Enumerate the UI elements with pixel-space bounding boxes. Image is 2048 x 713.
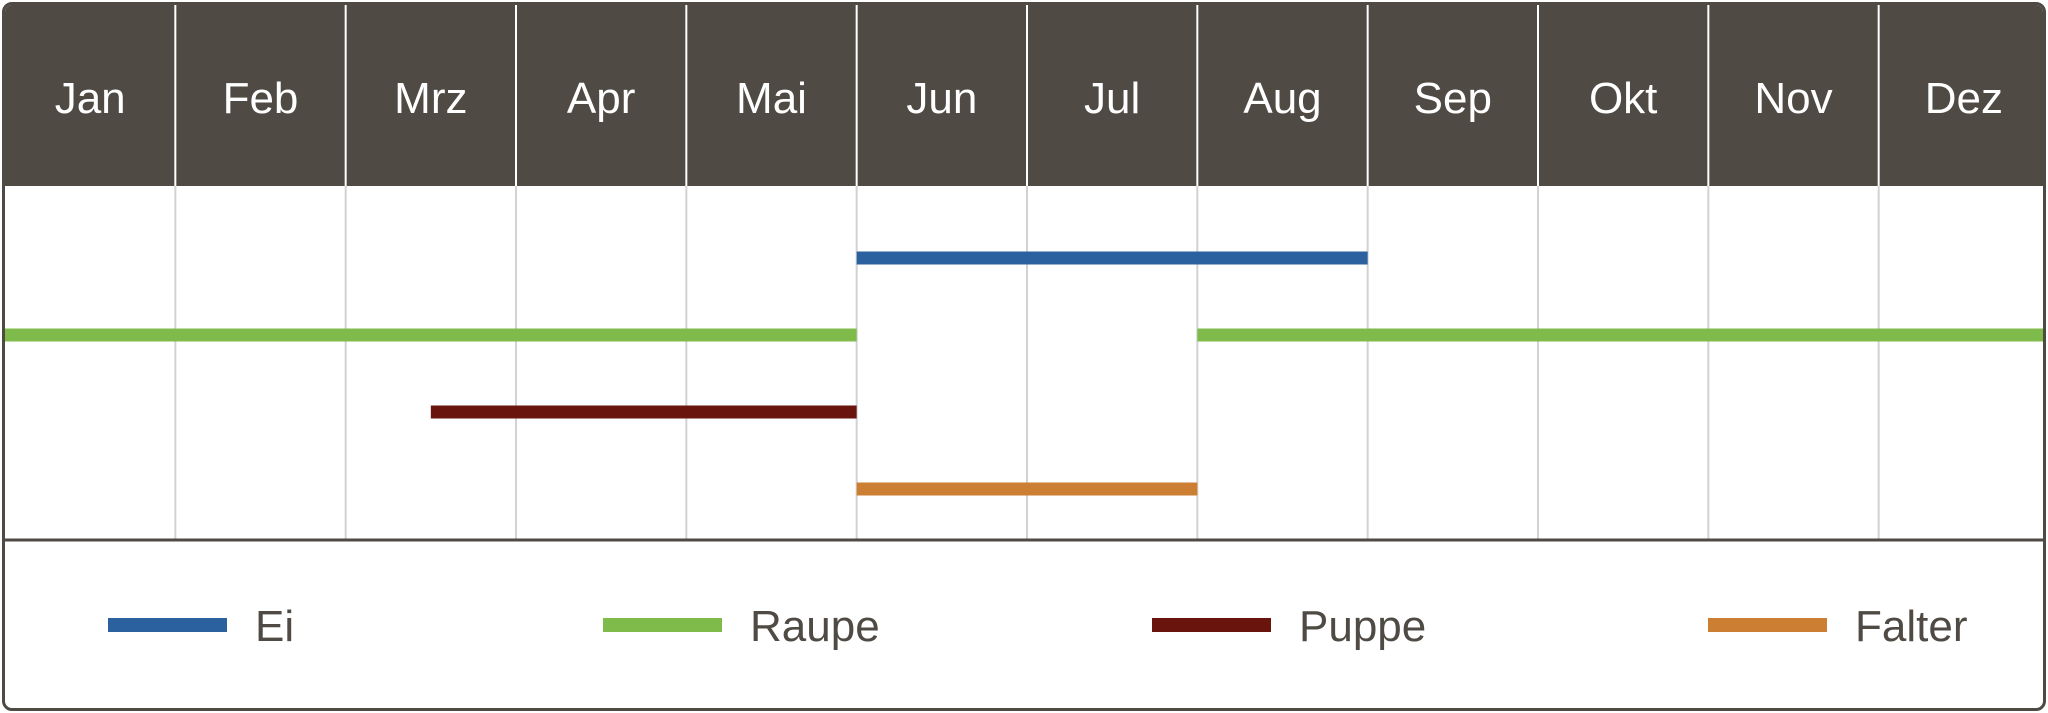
month-label-sep: Sep xyxy=(1414,74,1492,123)
legend-swatch-puppe xyxy=(1152,618,1271,632)
month-label-okt: Okt xyxy=(1589,74,1657,123)
month-label-nov: Nov xyxy=(1754,74,1832,123)
month-label-jul: Jul xyxy=(1084,74,1140,123)
legend-label-falter: Falter xyxy=(1855,602,1967,651)
legend: Ei Raupe Puppe Falter xyxy=(108,602,1967,651)
month-label-aug: Aug xyxy=(1243,74,1321,123)
legend-label-puppe: Puppe xyxy=(1299,602,1426,651)
bar-raupe xyxy=(1197,328,2043,342)
month-label-mai: Mai xyxy=(736,74,807,123)
month-label-apr: Apr xyxy=(567,74,635,123)
month-label-feb: Feb xyxy=(223,74,299,123)
lifecycle-chart: Jan Feb Mrz Apr Mai Jun Jul Aug Sep Okt Nov Dez Ei R… xyxy=(5,5,2043,651)
legend-swatch-falter xyxy=(1708,618,1827,632)
bar-puppe xyxy=(430,405,857,419)
month-label-jun: Jun xyxy=(906,74,977,123)
bar-raupe xyxy=(5,328,857,342)
month-label-dez: Dez xyxy=(1925,74,2003,123)
month-label-jan: Jan xyxy=(55,74,126,123)
legend-label-raupe: Raupe xyxy=(750,602,880,651)
month-label-mrz: Mrz xyxy=(394,74,467,123)
month-labels: Jan Feb Mrz Apr Mai Jun Jul Aug Sep Okt Nov Dez xyxy=(55,74,2003,123)
grid xyxy=(174,5,1880,540)
bars xyxy=(5,251,2043,496)
month-header-band xyxy=(5,5,2043,186)
bar-falter xyxy=(856,482,1198,496)
legend-swatch-ei xyxy=(108,618,227,632)
bar-ei xyxy=(856,251,1368,265)
legend-swatch-raupe xyxy=(603,618,722,632)
legend-label-ei: Ei xyxy=(255,602,294,651)
